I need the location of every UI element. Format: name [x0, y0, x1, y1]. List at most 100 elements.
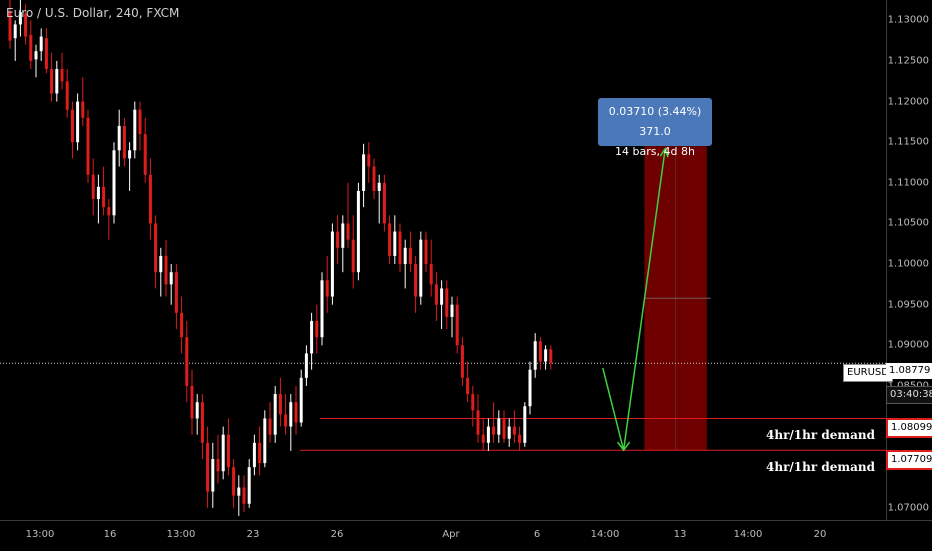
candle-body: [351, 239, 355, 273]
level-tag-upper: 1.08099: [886, 418, 932, 438]
price-axis[interactable]: 1.13000 1.12500 1.12000 1.11500 1.11000 1.105…: [886, 0, 932, 520]
candle-body: [294, 402, 298, 423]
candle-body: [481, 434, 485, 443]
candle-body: [34, 51, 38, 60]
candle-body: [159, 255, 163, 273]
price-tick-label: 1.12500: [887, 55, 929, 67]
candle-body: [190, 385, 194, 419]
candle-body: [330, 231, 334, 297]
candle-body: [523, 406, 527, 443]
level-tag-lower: 1.07709: [886, 450, 932, 470]
measure-line-2: 14 bars, 4d 8h: [615, 145, 695, 158]
candle-body: [471, 394, 475, 411]
candle-body: [200, 402, 204, 443]
time-tick-label: 13:00: [25, 529, 55, 540]
candle-body: [403, 247, 407, 265]
candle-body: [460, 345, 464, 378]
candle-body: [497, 418, 501, 435]
candle-body: [252, 442, 256, 468]
candle-body: [486, 426, 490, 443]
candle-body: [533, 341, 537, 370]
candle-body: [382, 182, 386, 224]
bar-countdown-tag: 03:40:38: [886, 386, 932, 404]
price-tick-label: 1.10000: [887, 258, 929, 270]
candle-body: [102, 186, 106, 208]
candle-body: [44, 38, 48, 70]
candle-body: [164, 255, 168, 285]
candle-body: [237, 487, 241, 496]
candle-body: [492, 426, 496, 435]
price-chart-svg[interactable]: [0, 0, 886, 520]
candle-body: [518, 434, 522, 443]
candle-body: [299, 377, 303, 423]
candle-body: [278, 394, 282, 415]
candle-body: [50, 69, 54, 94]
demand-label-upper: 4hr/1hr demand: [766, 428, 875, 442]
candle-body: [544, 349, 548, 362]
candle-body: [502, 418, 506, 439]
candle-body: [65, 81, 69, 110]
candle-body: [247, 467, 251, 504]
candle-body: [455, 304, 459, 346]
candle-body: [325, 280, 329, 297]
candle-body: [112, 150, 116, 216]
symbol-legend[interactable]: Euro / U.S. Dollar, 240, FXCM: [6, 6, 180, 20]
candle-body: [377, 182, 381, 191]
candle-body: [81, 101, 85, 118]
candle-body: [206, 442, 210, 492]
measure-line-1: 0.03710 (3.44%) 371.0: [608, 105, 702, 138]
candle-body: [263, 418, 267, 464]
candle-body: [424, 239, 428, 265]
time-axis[interactable]: 13:00 16 13:00 23 26 Apr 6 14:00 13 14:00 20: [0, 520, 932, 551]
candle-body: [180, 312, 184, 338]
price-tick-label: 1.13000: [887, 14, 929, 26]
candle-body: [408, 247, 412, 265]
candle-body: [367, 154, 371, 167]
time-tick-label: 20: [813, 529, 827, 540]
time-tick-label: 23: [246, 529, 260, 540]
candle-body: [70, 109, 74, 143]
candle-body: [268, 418, 272, 435]
candle-body: [512, 426, 516, 435]
candle-body: [39, 36, 43, 52]
candle-body: [419, 239, 423, 297]
candle-body: [320, 280, 324, 338]
candle-body: [258, 442, 262, 464]
candle-body: [289, 402, 293, 427]
candle-body: [341, 223, 345, 248]
candle-body: [216, 459, 220, 472]
candle-body: [29, 34, 33, 61]
candle-body: [232, 467, 236, 496]
candle-body: [185, 337, 189, 386]
candle-body: [122, 125, 126, 159]
time-tick-label: 13: [673, 529, 687, 540]
time-tick-label: 14:00: [590, 529, 620, 540]
candle-body: [138, 109, 142, 135]
candle-body: [414, 264, 418, 297]
candle-body: [60, 69, 64, 82]
candle-body: [304, 353, 308, 378]
candle-body: [440, 288, 444, 305]
candle-body: [538, 341, 542, 362]
price-tick-label: 1.08500: [888, 380, 929, 391]
candle-body: [398, 231, 402, 265]
candle-body: [528, 369, 532, 407]
candle-body: [450, 304, 454, 317]
candle-body: [143, 134, 147, 175]
price-tick-label: 1.11000: [887, 177, 929, 189]
candle-body: [91, 174, 95, 200]
candle-body: [55, 69, 59, 94]
candle-body: [211, 459, 215, 492]
price-tick-label: 1.12000: [887, 96, 929, 108]
candle-body: [128, 150, 132, 159]
candle-body: [24, 13, 28, 37]
candle-body: [195, 402, 199, 419]
price-tick-label: 1.11500: [887, 136, 929, 148]
price-tick-label: 1.10500: [887, 217, 929, 229]
candle-body: [154, 223, 158, 273]
price-tick-label: 1.09500: [887, 299, 929, 311]
price-tick-label: 1.09000: [887, 339, 929, 351]
candle-body: [76, 101, 80, 143]
candle-body: [434, 284, 438, 305]
